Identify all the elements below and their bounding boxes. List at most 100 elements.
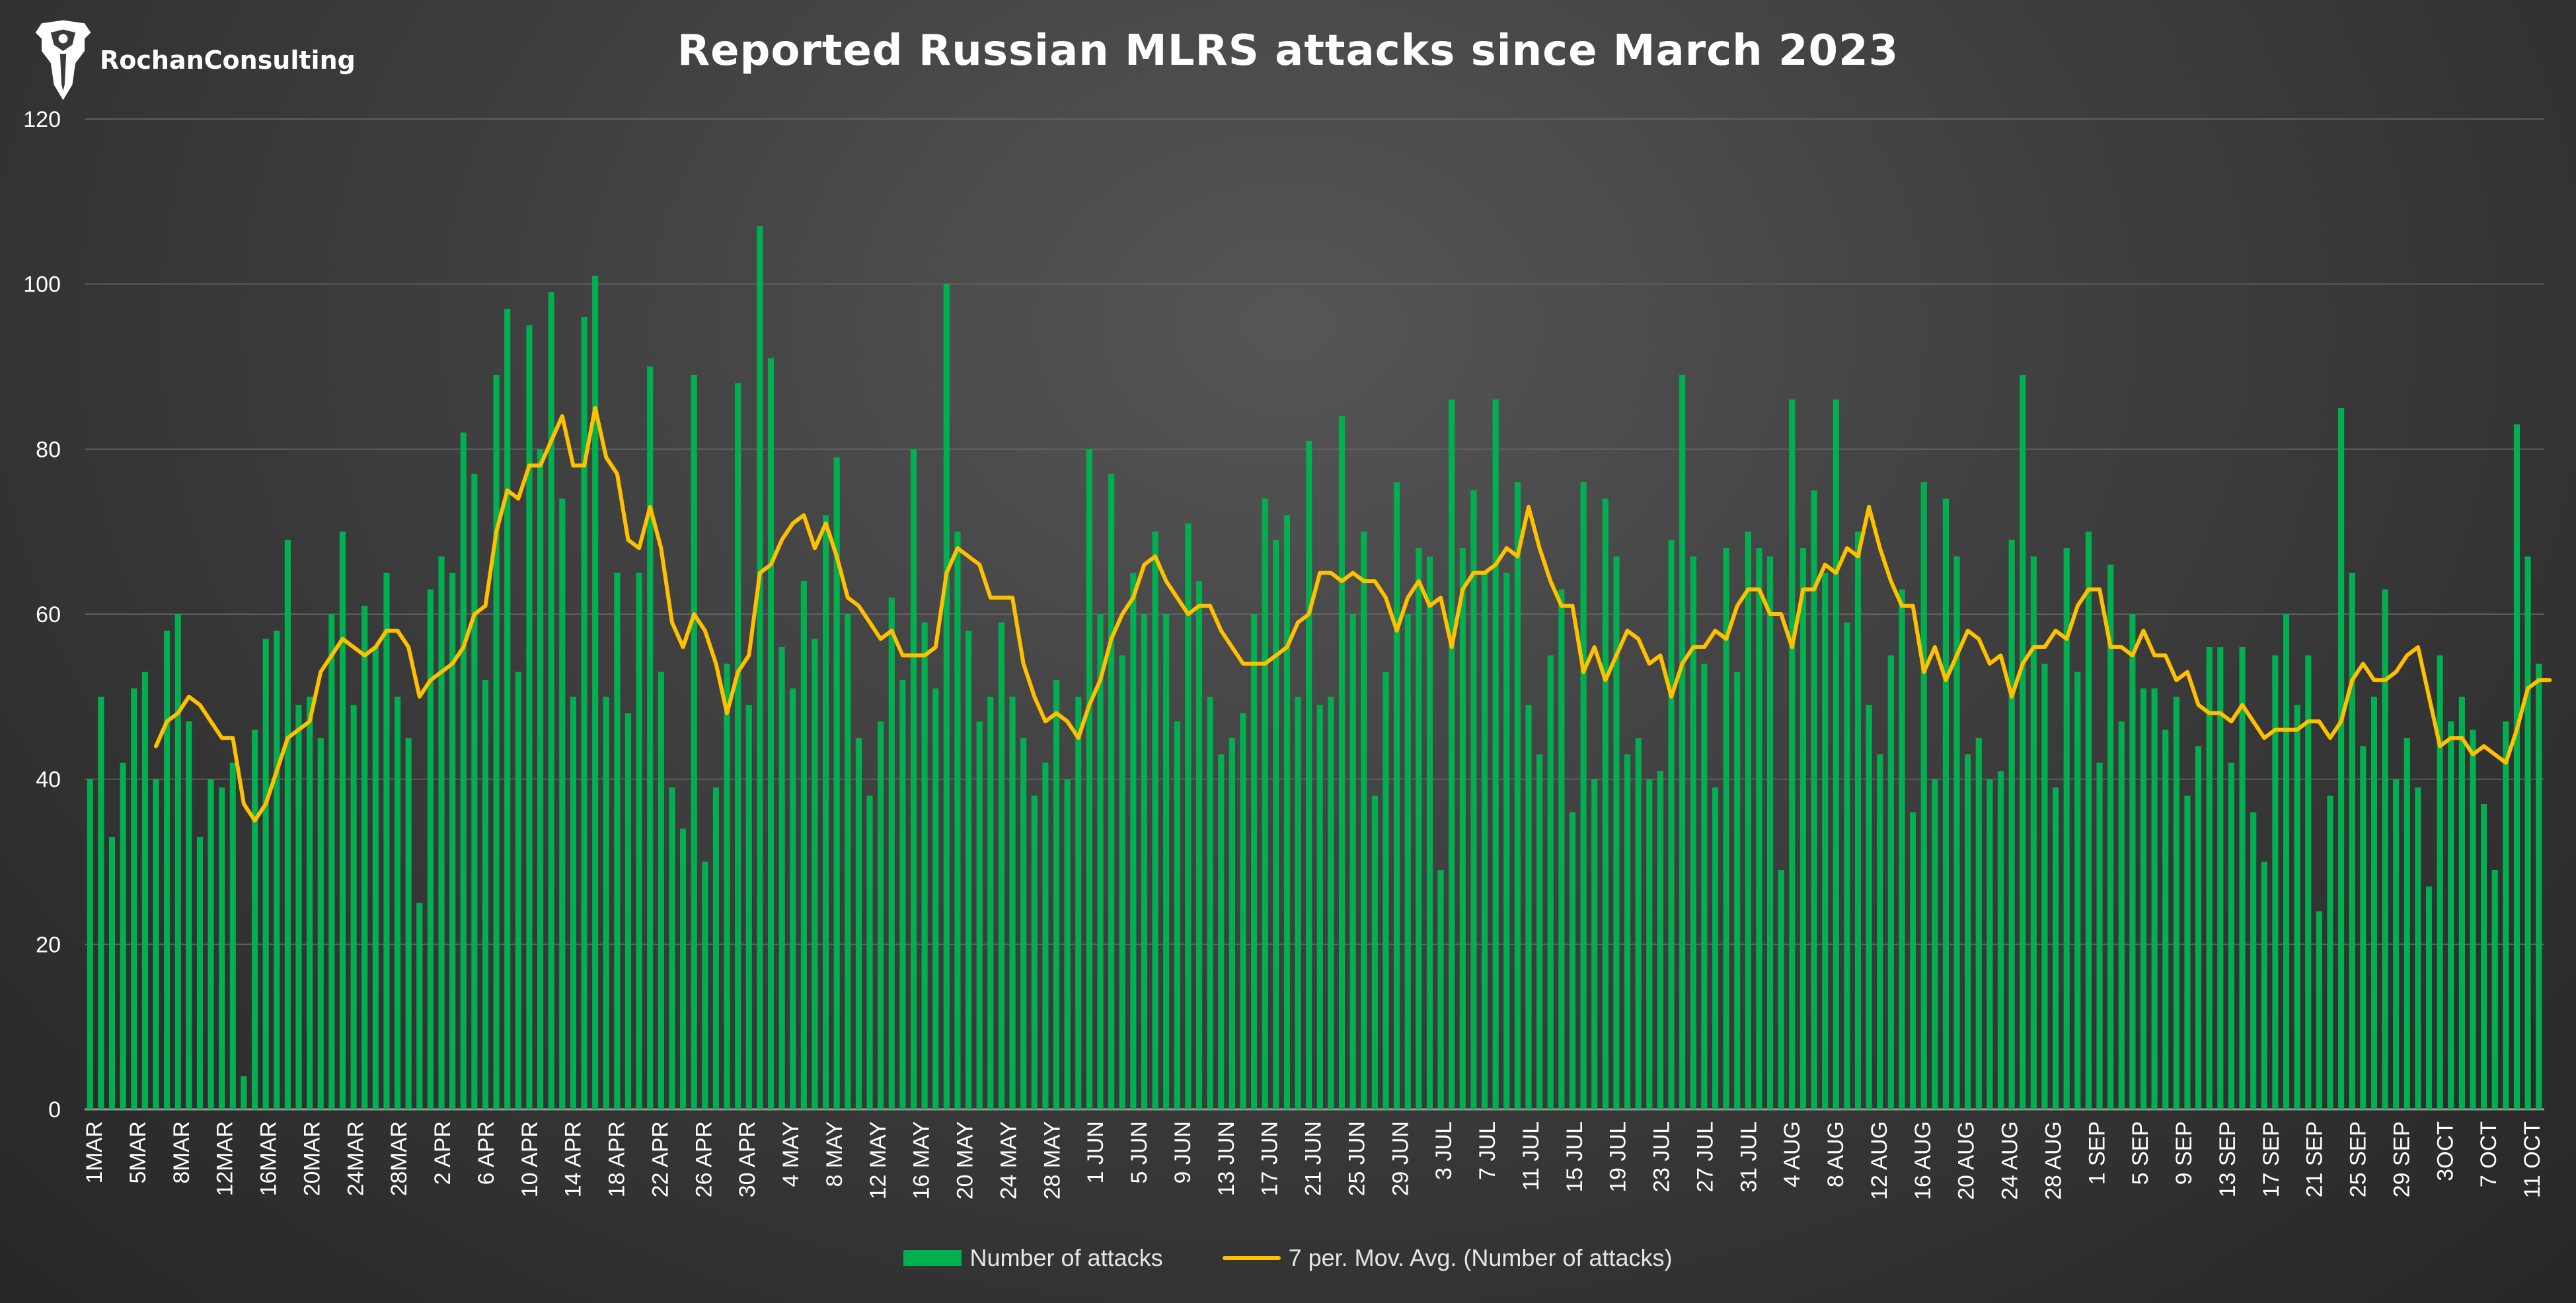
x-tick-label: 1 JUN <box>1083 1121 1108 1183</box>
bar <box>2107 565 2114 1109</box>
legend-label-line: 7 per. Mov. Avg. (Number of attacks) <box>1288 1244 1673 1271</box>
bar <box>658 672 664 1109</box>
x-tick-label: 10 APR <box>517 1121 543 1197</box>
bar <box>153 779 159 1109</box>
bar <box>87 779 93 1109</box>
eagle-shield-icon <box>35 20 91 100</box>
bar <box>2393 779 2400 1109</box>
bar <box>1668 539 1675 1109</box>
bar <box>1174 721 1180 1109</box>
x-tick-label: 25 JUN <box>1344 1121 1369 1196</box>
bar <box>1701 663 1708 1109</box>
bar <box>196 837 204 1109</box>
bar <box>1822 573 1829 1109</box>
bar <box>383 573 390 1109</box>
bar <box>2448 721 2454 1109</box>
x-tick-label: 28 MAY <box>1040 1121 1065 1199</box>
bar <box>1525 705 1532 1109</box>
bar <box>526 325 533 1110</box>
bar <box>1273 539 1279 1109</box>
bar <box>1349 614 1356 1109</box>
bar <box>1042 762 1049 1109</box>
bar <box>2074 672 2081 1109</box>
bar <box>1328 696 1334 1109</box>
bar <box>2458 696 2465 1109</box>
x-tick-label: 3OCT <box>2433 1121 2458 1181</box>
bar <box>2041 663 2048 1109</box>
x-axis-ticks: 1MAR 5MAR 8MAR 12MAR 16MAR 20MAR 24MAR 28MAR 2 A… <box>82 1121 2545 1200</box>
bar <box>603 696 609 1109</box>
bar <box>1097 614 1104 1109</box>
x-tick-label: 5 JUN <box>1127 1121 1152 1183</box>
bar <box>504 309 511 1109</box>
x-tick-label: 31 JUL <box>1736 1121 1761 1193</box>
bar <box>888 598 895 1109</box>
bar <box>1756 548 1762 1109</box>
bar <box>295 705 302 1109</box>
bar <box>921 622 928 1109</box>
bar <box>1503 573 1510 1109</box>
bar <box>2404 738 2410 1109</box>
bar <box>767 358 775 1109</box>
x-tick-label: 5 SEP <box>2128 1121 2153 1185</box>
bar <box>1690 556 1696 1109</box>
bar <box>2217 647 2224 1109</box>
bar <box>274 630 280 1109</box>
bar <box>2261 861 2267 1109</box>
bar <box>1371 795 1378 1109</box>
bar <box>1558 589 1565 1109</box>
bar <box>1009 696 1016 1109</box>
x-tick-label: 21 JUN <box>1301 1121 1326 1196</box>
bar <box>1240 713 1246 1109</box>
bar <box>251 729 258 1109</box>
bar <box>438 556 445 1109</box>
x-tick-label: 22 APR <box>648 1121 673 1197</box>
bar <box>823 515 829 1109</box>
x-tick-label: 6 APR <box>474 1121 499 1185</box>
bar <box>2228 762 2235 1109</box>
bar <box>2053 787 2059 1109</box>
bar <box>647 366 654 1109</box>
bar <box>592 276 599 1110</box>
x-tick-label: 1 SEP <box>2084 1121 2109 1185</box>
bar <box>2294 705 2300 1109</box>
bar <box>2162 729 2169 1109</box>
x-tick-label: 25 SEP <box>2346 1121 2371 1197</box>
bar <box>712 787 719 1109</box>
x-tick-label: 28 AUG <box>2041 1121 2066 1200</box>
bar <box>1361 532 1367 1109</box>
bar <box>307 696 313 1109</box>
bar <box>449 573 456 1109</box>
bar <box>317 738 324 1109</box>
bar <box>2360 746 2367 1109</box>
x-tick-label: 28MAR <box>387 1121 412 1196</box>
y-tick-label: 20 <box>36 932 61 957</box>
bar <box>141 672 148 1109</box>
bar <box>1470 490 1477 1109</box>
x-tick-label: 7 JUL <box>1475 1121 1500 1180</box>
bar <box>1580 482 1587 1109</box>
bar <box>1316 705 1323 1109</box>
bar <box>1767 556 1774 1109</box>
x-tick-label: 1MAR <box>82 1121 107 1183</box>
x-tick-label: 9 SEP <box>2172 1121 2197 1185</box>
bar <box>2425 886 2433 1109</box>
bar <box>1811 490 1817 1109</box>
bar <box>1920 482 1927 1109</box>
bar <box>932 688 939 1109</box>
bar <box>2513 424 2520 1109</box>
bar <box>1031 795 1038 1109</box>
bar <box>339 532 346 1109</box>
bar <box>537 449 544 1109</box>
bar <box>778 647 785 1109</box>
bar <box>2327 795 2333 1109</box>
bar <box>614 573 621 1109</box>
y-tick-label: 100 <box>23 272 61 297</box>
bar <box>2195 746 2202 1109</box>
bar <box>416 902 423 1109</box>
bar <box>2272 655 2279 1109</box>
bar <box>1152 532 1158 1109</box>
bar <box>174 614 181 1109</box>
x-tick-label: 19 JUL <box>1606 1121 1631 1193</box>
